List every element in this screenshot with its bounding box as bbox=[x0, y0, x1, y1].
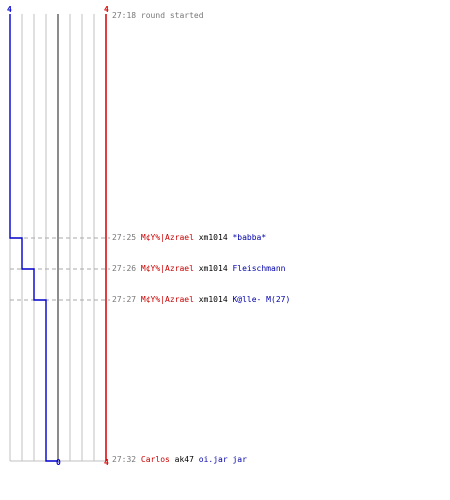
event-victim: oi.jar jar bbox=[198, 455, 247, 464]
event-victim: *babba* bbox=[232, 233, 267, 242]
event-time: 27:32 bbox=[112, 455, 137, 464]
score-lines bbox=[9, 14, 107, 462]
event-victim: K@lle- M(27) bbox=[232, 295, 291, 304]
event-weapon: xm1014 bbox=[198, 264, 228, 273]
event-row: 27:26 M¢Y%|Azrael xm1014 Fleischmann bbox=[112, 264, 285, 274]
event-time: 27:26 bbox=[112, 264, 137, 273]
red-score-top: 4 bbox=[104, 5, 109, 14]
event-time: 27:27 bbox=[112, 295, 137, 304]
event-row: 27:27 M¢Y%|Azrael xm1014 K@lle- M(27) bbox=[112, 295, 290, 305]
event-killer: Carlos bbox=[140, 455, 170, 464]
event-weapon: ak47 bbox=[174, 455, 194, 464]
event-killer: M¢Y%|Azrael bbox=[140, 264, 194, 273]
red-score-bottom: 4 bbox=[104, 458, 109, 467]
event-time: 27:25 bbox=[112, 233, 137, 242]
blue-score-bottom: 0 bbox=[56, 458, 61, 467]
event-weapon: xm1014 bbox=[198, 295, 228, 304]
event-killer: M¢Y%|Azrael bbox=[140, 233, 194, 242]
event-killer: M¢Y%|Azrael bbox=[140, 295, 194, 304]
event-row: 27:32 Carlos ak47 oi.jar jar bbox=[112, 455, 247, 465]
event-row: 27:25 M¢Y%|Azrael xm1014 *babba* bbox=[112, 233, 266, 243]
event-victim: Fleischmann bbox=[232, 264, 286, 273]
blue-score-top: 4 bbox=[7, 5, 12, 14]
event-note: round started bbox=[140, 11, 204, 20]
event-row: 27:18 round started bbox=[112, 11, 204, 21]
event-weapon: xm1014 bbox=[198, 233, 228, 242]
event-time: 27:18 bbox=[112, 11, 137, 20]
blue-score-line bbox=[9, 14, 58, 462]
